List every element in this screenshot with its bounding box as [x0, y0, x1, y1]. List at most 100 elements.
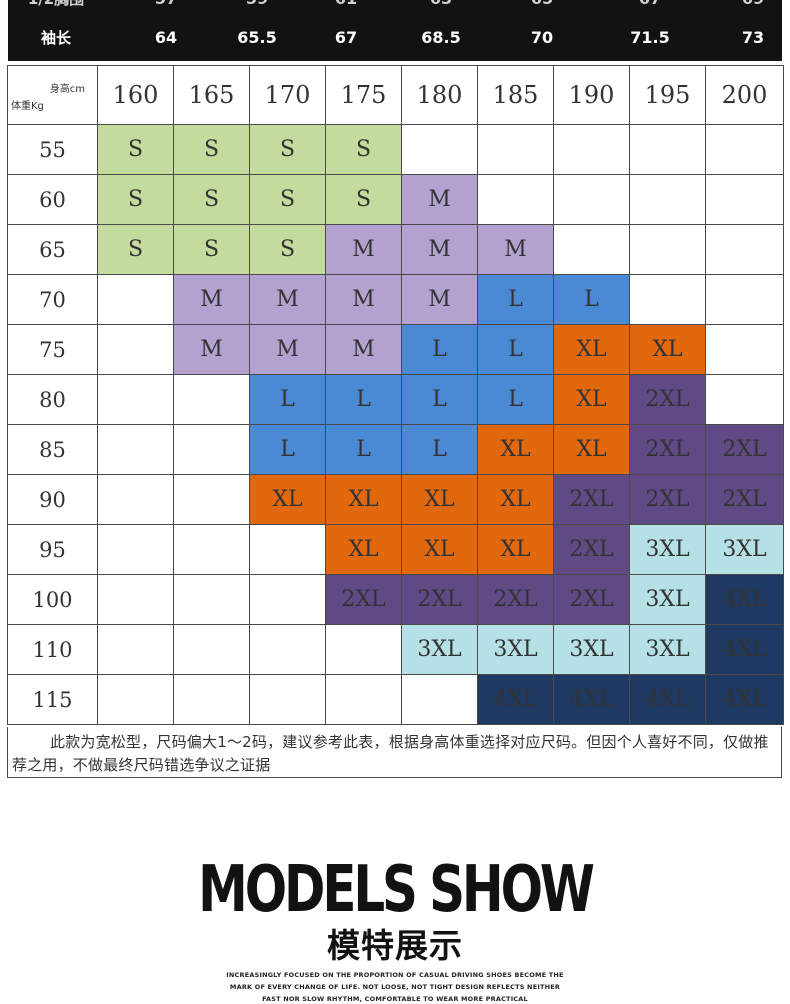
- sleeve-value: 70: [530, 28, 554, 47]
- weight-cell: 70: [7, 274, 98, 325]
- size-cell: 3XL: [705, 524, 784, 575]
- chest-value: 61: [316, 0, 376, 14]
- size-cell: M: [173, 274, 250, 325]
- size-cell: 4XL: [553, 674, 630, 725]
- height-header-cell: 175: [325, 65, 402, 125]
- size-cell: S: [325, 174, 402, 225]
- weight-row: 115 4XL 4XL 4XL 4XL: [7, 674, 784, 725]
- weight-row: 100 2XL 2XL 2XL 2XL 3XL 4XL: [7, 574, 784, 625]
- measurement-header-block: 1/2胸围 57 59 61 63 65 67 69 袖长 64 65.5 67…: [8, 0, 782, 61]
- size-cell: XL: [477, 524, 554, 575]
- size-cell: S: [249, 124, 326, 175]
- weight-row: 95 XL XL XL 2XL 3XL 3XL: [7, 524, 784, 575]
- models-description-line: MARK OF EVERY CHANGE OF LIFE. NOT LOOSE,…: [229, 983, 561, 991]
- weight-row: 70 M M M M L L: [7, 274, 784, 325]
- size-cell: 2XL: [325, 574, 402, 625]
- size-cell: 2XL: [629, 474, 706, 525]
- size-cell: 2XL: [477, 574, 554, 625]
- size-cell: 4XL: [629, 674, 706, 725]
- size-cell: S: [97, 124, 174, 175]
- size-cell: XL: [401, 474, 478, 525]
- sleeve-row: 袖长 64 65.5 67 68.5 70 71.5 73: [8, 23, 782, 53]
- size-cell: XL: [477, 424, 554, 475]
- weight-cell: 115: [7, 674, 98, 725]
- size-cell: 2XL: [705, 424, 784, 475]
- chest-label: 1/2胸围: [8, 0, 104, 14]
- weight-row: 90 XL XL XL XL 2XL 2XL 2XL: [7, 474, 784, 525]
- empty-cell: [97, 424, 174, 475]
- size-cell: 2XL: [553, 524, 630, 575]
- size-cell: M: [401, 224, 478, 275]
- weight-cell: 85: [7, 424, 98, 475]
- empty-cell: [97, 624, 174, 675]
- weight-cell: 110: [7, 624, 98, 675]
- size-cell: 2XL: [401, 574, 478, 625]
- size-cell: L: [401, 374, 478, 425]
- weight-row: 110 3XL 3XL 3XL 3XL 4XL: [7, 624, 784, 675]
- size-cell: M: [477, 224, 554, 275]
- sleeve-value: 71.5: [630, 28, 670, 47]
- empty-cell: [173, 474, 250, 525]
- size-cell: 3XL: [629, 574, 706, 625]
- chest-value: 59: [227, 0, 287, 14]
- corner-cell: 身高cm 体重Kg: [7, 65, 98, 125]
- size-note-text: 此款为宽松型，尺码偏大1～2码，建议参考此表，根据身高体重选择对应尺码。但因个人…: [12, 733, 769, 774]
- size-cell: XL: [325, 474, 402, 525]
- size-cell: XL: [477, 474, 554, 525]
- size-cell: 4XL: [705, 574, 784, 625]
- height-header-cell: 185: [477, 65, 554, 125]
- sleeve-value: 68.5: [421, 28, 461, 47]
- weight-row: 75 M M M L L XL XL: [7, 324, 784, 375]
- weight-cell: 90: [7, 474, 98, 525]
- size-cell: 2XL: [705, 474, 784, 525]
- weight-cell: 65: [7, 224, 98, 275]
- size-cell: 3XL: [401, 624, 478, 675]
- size-cell: 4XL: [477, 674, 554, 725]
- weight-row: 65 S S S M M M: [7, 224, 784, 275]
- size-cell: 3XL: [477, 624, 554, 675]
- models-show-title: MODELS SHOW: [198, 853, 595, 927]
- weight-axis-label: 体重Kg: [11, 101, 44, 112]
- empty-cell: [705, 224, 784, 275]
- size-cell: 2XL: [629, 424, 706, 475]
- size-chart-table: 身高cm 体重Kg 160 165 170 175 180 185 190 195 200 55…: [7, 65, 784, 725]
- empty-cell: [325, 624, 402, 675]
- weight-row: 55 S S S S: [7, 124, 784, 175]
- size-cell: 2XL: [553, 474, 630, 525]
- chest-row: 1/2胸围 57 59 61 63 65 67 69: [8, 0, 782, 14]
- size-note-box: 此款为宽松型，尺码偏大1～2码，建议参考此表，根据身高体重选择对应尺码。但因个人…: [7, 727, 782, 778]
- height-axis-label: 身高cm: [49, 84, 85, 95]
- size-cell: 4XL: [705, 624, 784, 675]
- empty-cell: [249, 574, 326, 625]
- size-chart-body: 身高cm 体重Kg 160 165 170 175 180 185 190 195 200 55…: [7, 65, 784, 725]
- empty-cell: [97, 274, 174, 325]
- empty-cell: [553, 224, 630, 275]
- sleeve-value: 64: [154, 28, 178, 47]
- empty-cell: [705, 324, 784, 375]
- models-show-subtitle: 模特展示: [327, 926, 463, 965]
- size-cell: M: [249, 324, 326, 375]
- empty-cell: [97, 374, 174, 425]
- empty-cell: [173, 424, 250, 475]
- sleeve-value: 67: [334, 28, 358, 47]
- empty-cell: [97, 474, 174, 525]
- empty-cell: [249, 674, 326, 725]
- height-header-cell: 200: [705, 65, 784, 125]
- size-cell: L: [325, 424, 402, 475]
- weight-cell: 75: [7, 324, 98, 375]
- sleeve-label: 袖长: [40, 29, 71, 47]
- weight-cell: 95: [7, 524, 98, 575]
- empty-cell: [97, 524, 174, 575]
- size-cell: L: [477, 274, 554, 325]
- size-cell: S: [97, 224, 174, 275]
- weight-cell: 80: [7, 374, 98, 425]
- models-description-line: FAST NOR SLOW RHYTHM, COMFORTABLE TO WEA…: [262, 995, 528, 1003]
- height-header-cell: 195: [629, 65, 706, 125]
- size-cell: S: [97, 174, 174, 225]
- size-cell: L: [477, 374, 554, 425]
- size-cell: M: [325, 324, 402, 375]
- empty-cell: [173, 624, 250, 675]
- size-cell: 4XL: [705, 674, 784, 725]
- size-cell: XL: [249, 474, 326, 525]
- size-cell: M: [249, 274, 326, 325]
